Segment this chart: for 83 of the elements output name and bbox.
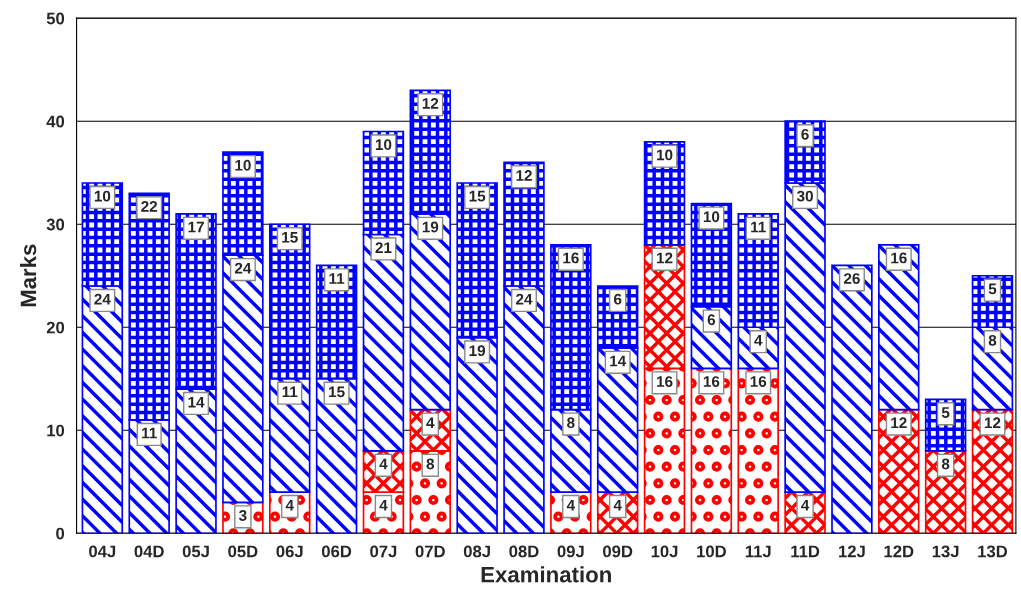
bar bbox=[737, 367, 779, 534]
data-label: 17 bbox=[188, 221, 204, 233]
data-label: 3 bbox=[238, 510, 247, 521]
data-label: 8 bbox=[567, 417, 575, 429]
data-label: 4 bbox=[613, 499, 622, 511]
data-label: 11 bbox=[142, 427, 157, 439]
x-tick-label: 06J bbox=[276, 545, 303, 558]
data-label: 30 bbox=[796, 190, 813, 202]
data-label: 19 bbox=[422, 221, 439, 233]
x-tick-label: 12J bbox=[839, 545, 865, 558]
data-label: 24 bbox=[516, 293, 533, 305]
x-tick-label: 12D bbox=[884, 545, 914, 558]
data-label: 5 bbox=[988, 283, 997, 295]
data-label: 10 bbox=[703, 211, 720, 223]
data-label: 5 bbox=[941, 407, 950, 418]
data-label: 8 bbox=[941, 458, 950, 470]
bar bbox=[831, 264, 873, 534]
data-label: 14 bbox=[610, 355, 627, 367]
data-label: 16 bbox=[750, 376, 767, 387]
data-label: 15 bbox=[282, 232, 298, 243]
data-label: 16 bbox=[563, 252, 579, 264]
data-label: 4 bbox=[426, 417, 435, 429]
data-label: 4 bbox=[801, 499, 810, 511]
data-label: 4 bbox=[566, 499, 575, 511]
x-tick-label: 09D bbox=[603, 545, 633, 558]
data-label: 21 bbox=[375, 242, 392, 253]
data-label: 8 bbox=[426, 458, 435, 470]
data-label: 12 bbox=[516, 170, 532, 181]
data-label: 24 bbox=[94, 293, 111, 305]
data-label: 15 bbox=[329, 386, 345, 398]
data-label: 6 bbox=[801, 128, 809, 140]
bar bbox=[690, 367, 733, 534]
data-label: 8 bbox=[988, 334, 997, 346]
data-label: 4 bbox=[379, 499, 388, 511]
data-label: 12 bbox=[656, 252, 673, 264]
data-label: 10 bbox=[656, 149, 673, 161]
data-label: 11 bbox=[282, 386, 298, 398]
data-label: 12 bbox=[984, 417, 1001, 429]
data-label: 15 bbox=[469, 190, 486, 202]
data-label: 14 bbox=[188, 396, 205, 408]
x-tick-label: 11D bbox=[791, 545, 820, 558]
x-tick-label: 04J bbox=[89, 545, 116, 558]
data-label: 10 bbox=[375, 139, 392, 151]
data-label: 11 bbox=[751, 221, 766, 233]
y-tick-label: 10 bbox=[47, 424, 65, 437]
data-label: 11 bbox=[329, 273, 345, 284]
data-label: 16 bbox=[891, 252, 907, 264]
x-tick-label: 08J bbox=[463, 545, 490, 558]
x-tick-label: 07D bbox=[415, 545, 445, 558]
x-tick-label: 13J bbox=[932, 545, 959, 558]
data-label: 4 bbox=[754, 335, 763, 346]
data-label: 4 bbox=[379, 458, 388, 470]
x-tick-label: 09J bbox=[557, 545, 584, 558]
x-tick-label: 10J bbox=[651, 545, 678, 558]
y-tick-label: 0 bbox=[56, 527, 65, 540]
y-tick-label: 20 bbox=[46, 321, 65, 334]
data-label: 19 bbox=[469, 345, 486, 357]
data-label: 4 bbox=[285, 499, 294, 511]
x-tick-label: 04D bbox=[134, 545, 164, 558]
x-tick-label: 13D bbox=[978, 545, 1008, 558]
data-label: 24 bbox=[234, 262, 252, 274]
x-tick-label: 07J bbox=[370, 545, 397, 558]
data-label: 6 bbox=[613, 293, 622, 305]
data-label: 10 bbox=[235, 159, 251, 171]
x-tick-label: 11J bbox=[745, 545, 771, 558]
y-tick-label: 30 bbox=[46, 218, 65, 231]
data-label: 26 bbox=[843, 273, 860, 284]
x-tick-label: 08D bbox=[509, 545, 539, 558]
y-tick-label: 40 bbox=[46, 115, 65, 128]
data-label: 12 bbox=[891, 417, 907, 429]
data-label: 10 bbox=[94, 190, 111, 202]
y-axis-title: Marks bbox=[19, 244, 37, 307]
data-label: 16 bbox=[656, 376, 673, 387]
x-axis-title: Examination bbox=[481, 566, 611, 583]
data-label: 22 bbox=[141, 201, 158, 212]
x-tick-label: 06D bbox=[321, 545, 352, 558]
x-tick-label: 05J bbox=[182, 545, 209, 558]
y-tick-label: 50 bbox=[46, 12, 65, 25]
data-label: 16 bbox=[703, 376, 720, 387]
data-label: 6 bbox=[707, 314, 716, 326]
x-tick-label: 05D bbox=[228, 545, 258, 558]
data-label: 12 bbox=[422, 98, 439, 109]
x-tick-label: 10D bbox=[697, 545, 726, 558]
